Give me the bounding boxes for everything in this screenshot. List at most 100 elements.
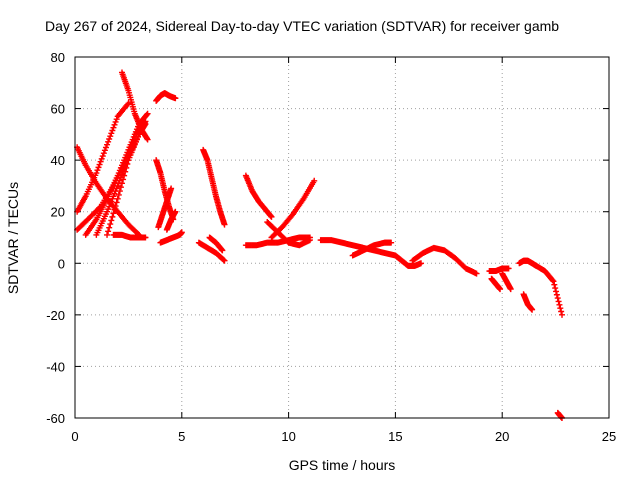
data-point-marker [113, 116, 120, 123]
data-point-marker [104, 231, 111, 238]
data-point-marker [549, 277, 556, 284]
x-tick-label: 25 [602, 429, 616, 444]
data-point-marker [507, 286, 514, 293]
data-point-marker [101, 147, 108, 154]
y-axis-label: SDTVAR / TECUs [5, 182, 21, 294]
data-point-marker [558, 308, 565, 315]
series-arc-30 [520, 291, 536, 313]
series-arc-09 [153, 90, 179, 104]
data-point-marker [111, 206, 118, 213]
series-arc-10 [157, 229, 185, 246]
series-arc-21 [317, 237, 399, 259]
data-point-marker [311, 177, 318, 184]
series-arc-12 [155, 185, 175, 231]
data-point-marker [221, 257, 228, 264]
x-tick-label: 15 [388, 429, 402, 444]
data-point-marker [94, 167, 101, 174]
data-point-marker [529, 306, 536, 313]
data-point-marker [110, 124, 117, 131]
series-arc-22 [349, 239, 395, 259]
data-point-marker [96, 161, 103, 168]
series-arc-08 [110, 231, 149, 241]
chart-title: Day 267 of 2024, Sidereal Day-to-day VTE… [45, 18, 559, 34]
data-point-marker [172, 208, 179, 215]
data-point-marker [107, 221, 114, 228]
y-tick-label: 40 [51, 153, 65, 168]
data-point-marker [102, 144, 109, 151]
data-point-marker [552, 285, 559, 292]
data-point-marker [306, 234, 313, 241]
data-point-marker [112, 203, 119, 210]
data-point-marker [105, 138, 112, 145]
data-point-marker [553, 291, 560, 298]
data-point-marker [125, 100, 132, 107]
data-point-marker [142, 121, 149, 128]
data-point-marker [144, 110, 151, 117]
x-tick-label: 5 [178, 429, 185, 444]
x-axis-label: GPS time / hours [289, 457, 396, 473]
data-point-marker [551, 281, 558, 288]
series-arc-16 [206, 234, 226, 254]
series-arc-13 [163, 208, 179, 233]
data-point-marker [106, 224, 113, 231]
data-point-marker [172, 95, 179, 102]
data-point-marker [110, 210, 117, 217]
data-point-marker [95, 164, 102, 171]
data-point-marker [418, 260, 425, 267]
grid [75, 57, 609, 418]
data-point-marker [117, 184, 124, 191]
data-point-marker [143, 111, 150, 118]
data-point-marker [118, 180, 125, 187]
y-tick-label: -40 [46, 359, 65, 374]
y-tick-label: 60 [51, 102, 65, 117]
data-point-marker [220, 256, 227, 263]
data-point-marker [121, 172, 128, 179]
y-tick-label: 0 [58, 256, 65, 271]
data-point-marker [107, 133, 114, 140]
series-arc-20 [242, 234, 313, 249]
data-point-marker [555, 298, 562, 305]
data-point-marker [554, 295, 561, 302]
series-arc-29 [533, 262, 566, 318]
series-arc-15 [195, 239, 228, 264]
data-point-marker [115, 191, 122, 198]
data-point-marker [93, 170, 100, 177]
series-arc-07 [118, 69, 151, 143]
data-point-marker [557, 305, 564, 312]
series-arc-14 [200, 146, 228, 228]
data-point-marker [559, 311, 566, 318]
data-point-marker [111, 121, 118, 128]
data-point-marker [106, 135, 113, 142]
series-arc-24 [409, 244, 480, 277]
x-tick-label: 0 [71, 429, 78, 444]
data-points [74, 69, 566, 421]
data-point-marker [116, 188, 123, 195]
data-point-marker [104, 141, 111, 148]
data-point-marker [221, 221, 228, 228]
x-tick-label: 10 [281, 429, 295, 444]
y-tick-label: 80 [51, 50, 65, 65]
data-point-marker [497, 286, 504, 293]
data-point-marker [99, 153, 106, 160]
data-point-marker [98, 155, 105, 162]
data-point-marker [114, 195, 121, 202]
data-point-marker [114, 182, 121, 189]
series-arc-27 [499, 270, 514, 293]
data-point-marker [100, 150, 107, 157]
data-point-marker [108, 217, 115, 224]
data-point-marker [178, 229, 185, 236]
data-point-marker [108, 130, 115, 137]
data-point-marker [556, 301, 563, 308]
series-arc-17 [242, 172, 275, 220]
series-arc-18 [264, 219, 313, 249]
plot-frame [74, 56, 610, 419]
data-point-marker [124, 161, 131, 168]
series-arc-23 [392, 252, 425, 269]
data-point-marker [144, 136, 151, 143]
y-tick-label: 20 [51, 205, 65, 220]
series-arc-28 [516, 257, 540, 269]
data-point-marker [550, 278, 557, 285]
axis-ticks: -60 -40 -20 0 20 40 60 80 0 5 10 15 20 25 [46, 50, 616, 444]
